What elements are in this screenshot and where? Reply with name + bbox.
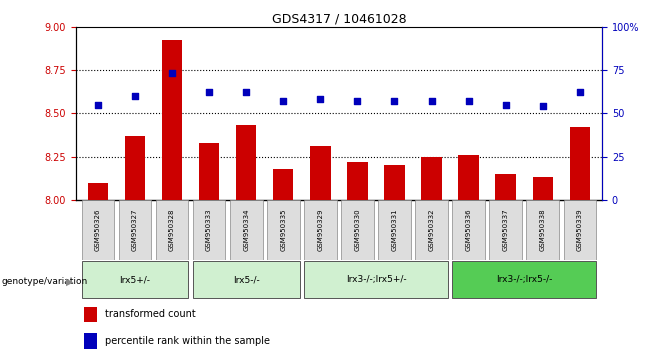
Point [166,70,177,76]
Title: GDS4317 / 10461028: GDS4317 / 10461028 [272,12,406,25]
Bar [532,177,553,200]
Text: GSM950330: GSM950330 [355,209,361,251]
Bar [384,165,405,200]
FancyBboxPatch shape [118,200,151,260]
Text: lrx5+/-: lrx5+/- [120,275,151,284]
Text: GSM950326: GSM950326 [95,209,101,251]
Text: GSM950335: GSM950335 [280,209,286,251]
Text: GSM950337: GSM950337 [503,209,509,251]
Bar [273,169,293,200]
Point [426,98,437,104]
Text: GSM950327: GSM950327 [132,209,138,251]
Bar [162,40,182,200]
Point [574,90,585,95]
Text: GSM950331: GSM950331 [392,209,397,251]
FancyBboxPatch shape [563,200,596,260]
Text: percentile rank within the sample: percentile rank within the sample [105,336,270,346]
Bar [88,183,108,200]
Bar [84,307,97,322]
Bar [310,146,330,200]
Text: lrx5-/-: lrx5-/- [233,275,259,284]
FancyBboxPatch shape [490,200,522,260]
Point [130,93,140,99]
Point [463,98,474,104]
FancyBboxPatch shape [415,200,448,260]
Bar [347,162,368,200]
FancyBboxPatch shape [193,200,226,260]
FancyBboxPatch shape [341,200,374,260]
Bar [459,155,479,200]
Text: GSM950332: GSM950332 [428,209,434,251]
Text: genotype/variation: genotype/variation [1,277,88,286]
Bar [421,156,442,200]
FancyBboxPatch shape [156,200,188,260]
FancyBboxPatch shape [193,261,299,298]
Point [204,90,215,95]
Text: GSM950328: GSM950328 [169,209,175,251]
Text: ▶: ▶ [66,276,74,286]
Point [93,102,103,108]
Text: GSM950334: GSM950334 [243,209,249,251]
FancyBboxPatch shape [378,200,411,260]
Text: lrx3-/-;lrx5-/-: lrx3-/-;lrx5-/- [496,275,553,284]
Point [315,97,326,102]
FancyBboxPatch shape [526,200,559,260]
Bar [570,127,590,200]
Text: GSM950329: GSM950329 [317,209,323,251]
Bar [199,143,219,200]
Point [501,102,511,108]
FancyBboxPatch shape [304,261,448,298]
FancyBboxPatch shape [452,261,596,298]
Bar [236,125,257,200]
Point [352,98,363,104]
Bar [495,174,516,200]
Bar [84,333,97,348]
Point [241,90,251,95]
FancyBboxPatch shape [452,200,485,260]
FancyBboxPatch shape [82,200,114,260]
Text: GSM950336: GSM950336 [466,209,472,251]
Text: lrx3-/-;lrx5+/-: lrx3-/-;lrx5+/- [345,275,406,284]
FancyBboxPatch shape [267,200,299,260]
Bar [125,136,145,200]
Point [278,98,288,104]
Point [538,103,548,109]
FancyBboxPatch shape [304,200,337,260]
Point [390,98,400,104]
FancyBboxPatch shape [230,200,263,260]
Text: GSM950333: GSM950333 [206,209,212,251]
FancyBboxPatch shape [82,261,188,298]
Text: GSM950338: GSM950338 [540,209,545,251]
Text: GSM950339: GSM950339 [577,209,583,251]
Text: transformed count: transformed count [105,309,195,320]
